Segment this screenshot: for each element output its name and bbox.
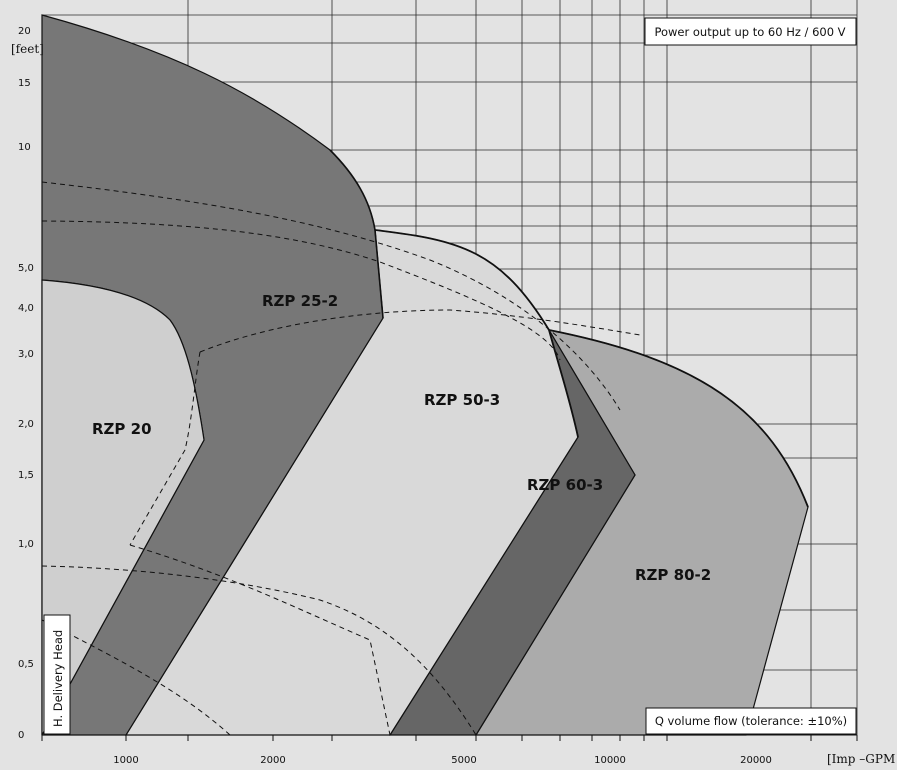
y-tick-label: 0 (18, 730, 24, 741)
y-tick-label: 1,5 (18, 470, 34, 481)
y-tick-label: 1,0 (18, 539, 34, 550)
y-tick-label: 3,0 (18, 349, 34, 360)
region-outline-upper (374, 229, 809, 508)
x-axis-label-box (645, 707, 857, 735)
region-rzp-20 (41, 279, 205, 736)
y-tick-label: 5,0 (18, 263, 34, 274)
y-axis-unit: [feet] (11, 42, 44, 56)
y-tick-label: 10 (18, 142, 31, 153)
y-axis-label: H. Delivery Head (51, 630, 65, 727)
x-tick-label: 2000 (260, 755, 285, 766)
x-axis: 1000 2000 5000 10000 20000 [Imp –GPM (41, 734, 895, 766)
x-tick-label: 1000 (113, 755, 138, 766)
y-tick-label: 0,5 (18, 659, 34, 670)
label-rzp-25-2: RZP 25-2 (262, 292, 338, 310)
label-rzp-50-3: RZP 50-3 (424, 391, 500, 409)
label-rzp-60-3: RZP 60-3 (527, 476, 603, 494)
label-rzp-20: RZP 20 (92, 420, 152, 438)
x-tick-label: 10000 (594, 755, 626, 766)
x-axis-unit: [Imp –GPM (827, 752, 895, 766)
label-rzp-80-2: RZP 80-2 (635, 566, 711, 584)
chart-title: Power output up to 60 Hz / 600 V (654, 25, 845, 39)
y-axis-label-box (43, 614, 71, 735)
x-axis-label: Q volume flow (tolerance: ±10%) (655, 714, 847, 728)
y-tick-label: 15 (18, 78, 31, 89)
title-box (644, 17, 857, 46)
y-axis: 20 15 10 5,0 4,0 3,0 2,0 1,5 1,0 0,5 0 [… (11, 15, 44, 741)
region-outline-rzp-50-3 (329, 149, 384, 319)
y-tick-label: 2,0 (18, 419, 34, 430)
x-tick-label: 5000 (451, 755, 476, 766)
y-tick-label: 4,0 (18, 303, 34, 314)
y-tick-label: 20 (18, 26, 31, 37)
x-tick-label: 20000 (740, 755, 772, 766)
